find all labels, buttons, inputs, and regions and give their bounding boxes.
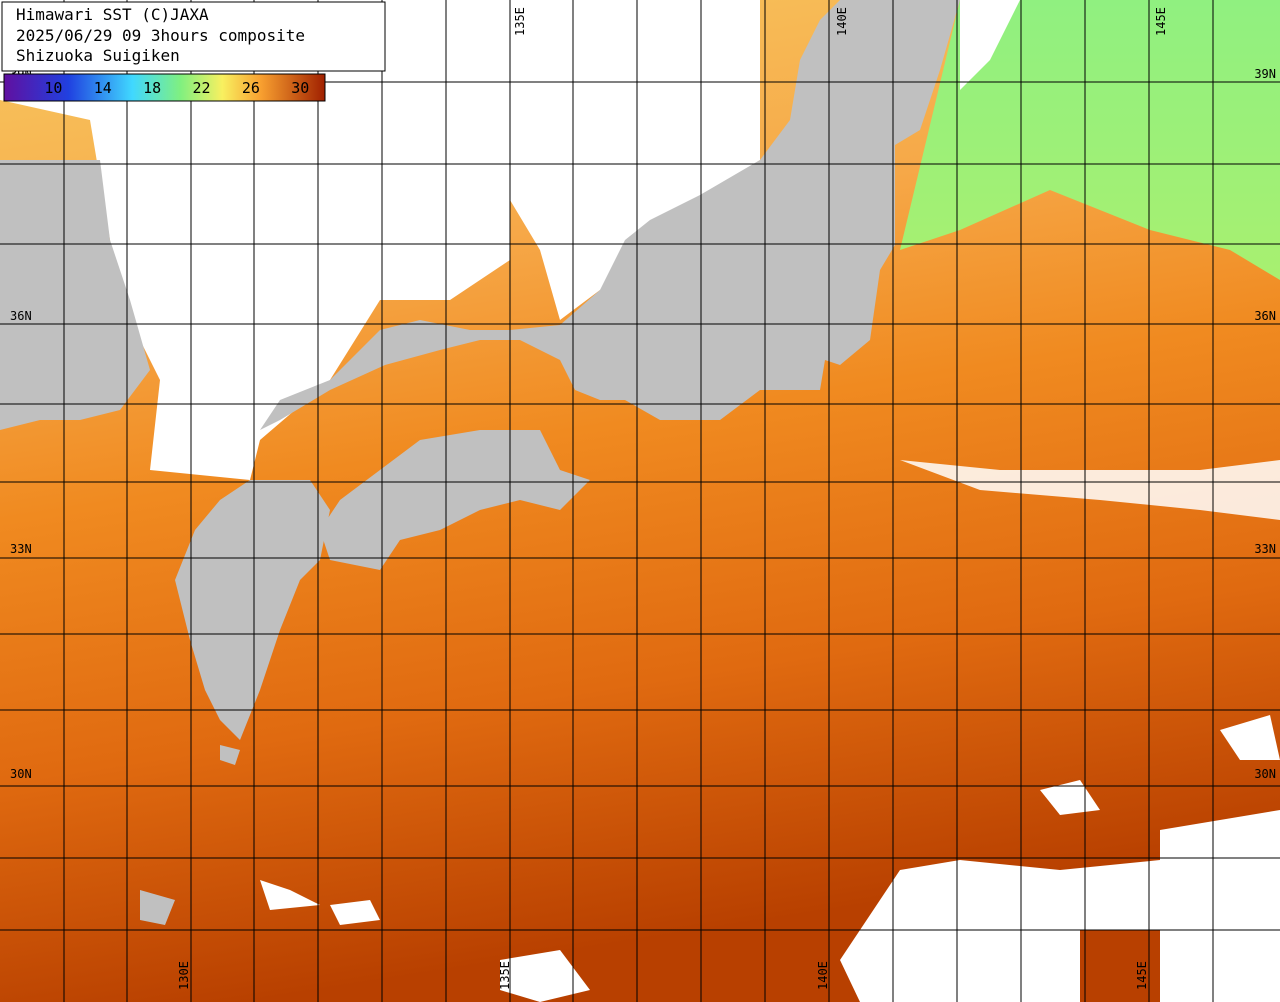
colorbar-tick-label: 30 [291, 79, 309, 97]
land-shikoku [320, 430, 590, 570]
colorbar [3, 73, 326, 102]
header-box [1, 1, 386, 72]
lon-label: 135E [498, 961, 512, 990]
lat-label: 33N [10, 542, 32, 556]
colorbar-tick-label: 10 [44, 79, 62, 97]
lon-label: 135E [513, 7, 527, 36]
colorbar-ticks: 10 14 18 22 26 30 [44, 79, 309, 97]
lon-label: 140E [835, 7, 849, 36]
cloud [500, 950, 590, 1002]
lon-label: 145E [1135, 961, 1149, 990]
lat-label: 36N [1254, 309, 1276, 323]
lat-label: 33N [1254, 542, 1276, 556]
lat-label: 30N [1254, 767, 1276, 781]
cloud [260, 880, 320, 910]
cloud [900, 460, 1280, 520]
land-island [140, 890, 175, 925]
graticule-labels: 39N39N36N36N33N33N30N30N135E140E145E130E… [10, 7, 1276, 990]
lon-label: 140E [816, 961, 830, 990]
colorbar-tick-label: 14 [94, 79, 112, 97]
land-korea [0, 160, 150, 430]
header-line: Shizuoka Suigiken [16, 46, 180, 65]
header-line: Himawari SST (C)JAXA [16, 5, 209, 24]
cool-water [900, 0, 1280, 280]
no-data [960, 0, 1020, 90]
lon-label: 145E [1154, 7, 1168, 36]
cloud [1160, 810, 1280, 1002]
colorbar-tick-label: 18 [143, 79, 161, 97]
cloud [330, 900, 380, 925]
lat-label: 39N [1254, 67, 1276, 81]
lat-label: 36N [10, 309, 32, 323]
colorbar-tick-label: 26 [242, 79, 260, 97]
land-honshu [260, 0, 960, 430]
cloud [1220, 715, 1280, 760]
header-line: 2025/06/29 09 3hours composite [16, 26, 305, 45]
colorbar-tick-label: 22 [193, 79, 211, 97]
cloud [840, 860, 1220, 1002]
land-island [220, 745, 240, 765]
lat-label: 30N [10, 767, 32, 781]
land-kyushu [175, 480, 330, 740]
lon-label: 130E [177, 961, 191, 990]
